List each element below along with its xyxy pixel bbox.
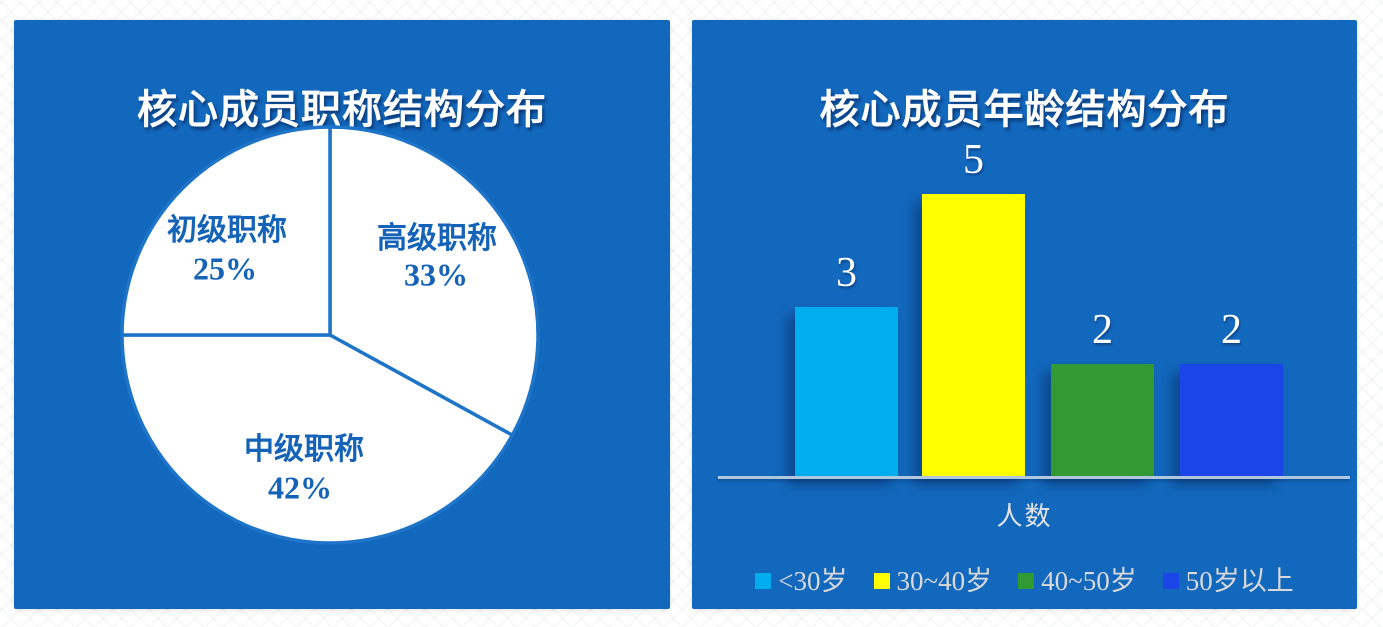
pie-slice-1 bbox=[120, 333, 515, 545]
bar-2 bbox=[1051, 364, 1154, 477]
pie-slice-label-senior: 高级职称 bbox=[377, 222, 497, 255]
legend-swatch-icon bbox=[755, 573, 772, 589]
bar-1 bbox=[922, 194, 1025, 477]
legend-swatch-icon bbox=[873, 573, 890, 589]
legend-swatch-icon bbox=[1018, 573, 1035, 589]
bar-chart-plot-area: 3 5 2 2 bbox=[692, 20, 1357, 609]
pie-slice-value-intermediate: 42% bbox=[268, 469, 332, 506]
bar-value-label-2: 2 bbox=[1092, 307, 1113, 353]
pie-slice-0 bbox=[328, 125, 540, 437]
bar-3 bbox=[1180, 364, 1283, 477]
pie-slice-label-junior: 初级职称 bbox=[167, 214, 287, 247]
pie-chart bbox=[120, 125, 540, 545]
bar-value-label-0: 3 bbox=[836, 250, 857, 296]
legend-label: 50岁以上 bbox=[1185, 566, 1294, 596]
pie-slice-2 bbox=[120, 125, 332, 337]
bar-chart-legend: <30岁 30~40岁 40~50岁 50岁以上 bbox=[692, 564, 1357, 598]
bar-value-label-1: 5 bbox=[963, 137, 984, 183]
pie-slice-label-intermediate: 中级职称 bbox=[244, 433, 364, 466]
x-axis-label: 人数 bbox=[996, 501, 1053, 531]
legend-item-0: <30岁 bbox=[755, 564, 848, 598]
legend-swatch-icon bbox=[1162, 573, 1179, 589]
pie-slice-value-senior: 33% bbox=[404, 256, 468, 293]
bar-chart-panel: 核心成员年龄结构分布 3 5 2 2 人数 <30岁 30~40岁 40~50岁 50岁以上 bbox=[692, 20, 1357, 609]
bar-chart-title: 核心成员年龄结构分布 bbox=[819, 87, 1230, 132]
legend-label: 30~40岁 bbox=[896, 566, 993, 596]
legend-item-2: 40~50岁 bbox=[1018, 564, 1137, 598]
pie-slice-value-junior: 25% bbox=[193, 250, 257, 287]
pie-chart-title: 核心成员职称结构分布 bbox=[137, 87, 547, 132]
bar-0 bbox=[795, 307, 898, 477]
legend-item-1: 30~40岁 bbox=[873, 564, 993, 598]
bar-value-label-3: 2 bbox=[1221, 307, 1242, 353]
legend-item-3: 50岁以上 bbox=[1162, 564, 1294, 598]
x-axis-line bbox=[718, 476, 1350, 479]
legend-label: 40~50岁 bbox=[1041, 566, 1137, 596]
pie-chart-panel: 核心成员职称结构分布 初级职称 25% 高级职称 33% 中级职称 42% bbox=[14, 20, 670, 609]
legend-label: <30岁 bbox=[778, 566, 848, 596]
